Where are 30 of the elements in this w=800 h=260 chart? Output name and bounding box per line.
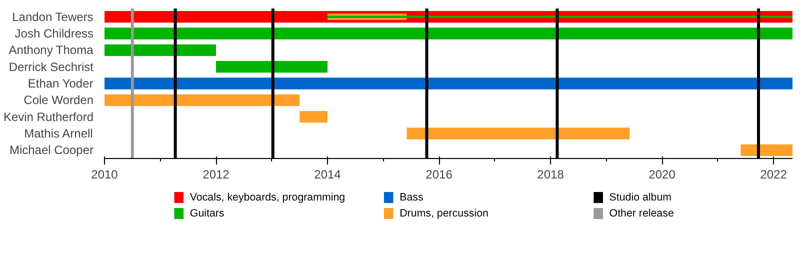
y-tick-label: Michael Cooper (9, 143, 94, 158)
y-tick-label: Mathis Arnell (24, 126, 93, 140)
bar (740, 144, 792, 156)
legend-label: Other release (609, 208, 674, 220)
legend-label: Drums, percussion (400, 208, 489, 220)
y-tick-label: Anthony Thoma (8, 43, 94, 58)
x-tick-label: 2014 (314, 168, 342, 182)
bar (104, 44, 216, 56)
x-tick-label: 2018 (537, 168, 564, 182)
y-tick-label: Landon Tewers (12, 10, 94, 24)
legend-label: Studio album (609, 192, 672, 204)
legend-label: Bass (400, 192, 424, 204)
bar (406, 128, 630, 140)
y-tick-label: Kevin Rutherford (3, 110, 94, 124)
x-tick-label: 2010 (91, 168, 118, 182)
bar (104, 78, 792, 90)
y-tick-label: Derrick Sechrist (8, 60, 94, 74)
bar (300, 111, 328, 123)
y-tick-label: Cole Worden (24, 93, 94, 108)
bar (104, 28, 792, 40)
legend-label: Guitars (190, 208, 224, 220)
bar (216, 61, 328, 73)
y-tick-label: Josh Childress (14, 26, 94, 40)
x-tick-label: 2012 (202, 168, 230, 182)
x-tick-label: 2016 (426, 168, 453, 182)
y-tick-label: Ethan Yoder (28, 76, 94, 90)
x-tick-label: 2020 (648, 168, 676, 182)
bar (104, 94, 300, 106)
legend-label: Vocals, keyboards, programming (190, 192, 346, 204)
x-tick-label: 2022 (760, 168, 788, 182)
